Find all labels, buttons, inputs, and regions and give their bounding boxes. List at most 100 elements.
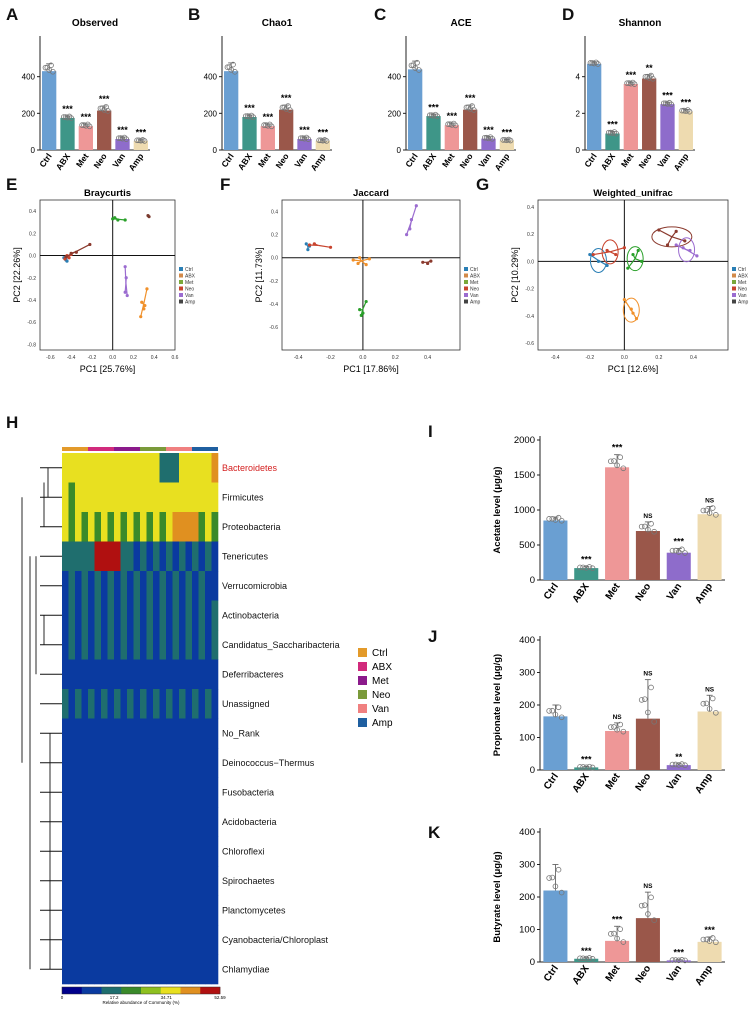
data-point — [713, 939, 719, 946]
data-point — [614, 462, 620, 469]
data-point — [279, 104, 286, 111]
y-tick-label: 100 — [519, 733, 535, 744]
heatmap-cell — [140, 718, 147, 749]
heatmap-cell — [114, 807, 121, 837]
x-tick-label-Met: Met — [619, 151, 636, 169]
y-tick-label: 0.4 — [271, 210, 278, 216]
data-point — [305, 136, 312, 142]
heatmap-cell — [192, 895, 199, 926]
heatmap-cell — [211, 748, 219, 778]
heatmap-cell — [179, 453, 186, 483]
x-tick-label-Amp: Amp — [693, 771, 715, 796]
data-point — [465, 104, 472, 111]
heatmap-cell — [146, 571, 154, 601]
bar-chart-I: Acetate level (μg/g) 0 500 1000 1500 2000 Ctrl… — [492, 435, 725, 606]
x-tick-label-Van: Van — [665, 963, 684, 984]
heatmap-cell — [179, 512, 186, 542]
bar-Neo — [635, 918, 660, 962]
data-point — [452, 122, 459, 129]
data-point — [700, 700, 707, 707]
y-tick-label: -0.2 — [27, 276, 36, 282]
significance-label: *** — [483, 125, 494, 135]
colorbar-segment — [121, 987, 142, 994]
data-point — [577, 955, 583, 962]
heatmap-cell — [107, 571, 115, 601]
x-tick-label-Ctrl: Ctrl — [542, 771, 561, 792]
heatmap-cell — [81, 453, 89, 483]
x-tick-label: -0.4 — [551, 355, 560, 361]
group-bar-Van — [166, 447, 192, 451]
data-point — [586, 564, 593, 570]
significance-label: NS — [613, 714, 623, 721]
heatmap-cell — [101, 748, 108, 778]
point-Amp — [356, 261, 360, 266]
heatmap-cell — [120, 925, 128, 955]
point-Ctrl — [304, 242, 308, 246]
data-point — [642, 73, 649, 80]
bar-Neo — [463, 109, 478, 150]
bar-Met — [78, 126, 93, 150]
heatmap-cell — [81, 954, 89, 985]
legend-swatch — [732, 293, 736, 297]
heatmap-cell — [205, 453, 212, 483]
data-point — [558, 889, 565, 896]
heatmap-cell — [185, 777, 193, 808]
group-legend-label-ABX: ABX — [372, 662, 392, 673]
spider-line — [671, 236, 685, 242]
pcoa-G: Weighted_unifrac -0.4 -0.2 0.0 0.2 0.4 -0.6 -0.… — [510, 188, 749, 374]
data-point — [281, 104, 288, 111]
bar-Met — [605, 731, 630, 770]
heatmap-cell — [68, 895, 76, 926]
heatmap-cell — [198, 600, 206, 631]
data-point — [682, 957, 688, 964]
legend-swatch — [464, 286, 468, 291]
heatmap-cell — [211, 512, 219, 542]
heatmap-cell — [159, 482, 167, 513]
data-point — [651, 528, 657, 535]
data-point — [414, 59, 420, 66]
row-label-Chlamydiae: Chlamydiae — [222, 964, 270, 974]
heatmap-cell — [101, 630, 108, 660]
point-ABX — [312, 242, 316, 246]
heatmap-cell — [101, 954, 108, 985]
heatmap-cell — [88, 836, 95, 867]
heatmap-cell — [75, 541, 82, 572]
heatmap-cell — [75, 895, 82, 926]
x-tick-label: 0.2 — [655, 355, 662, 361]
y-tick-label: 0.2 — [29, 231, 36, 237]
heatmap-cell — [146, 512, 154, 542]
point-ABX — [605, 248, 609, 253]
heatmap-cell — [114, 453, 121, 483]
confidence-ellipse — [678, 237, 696, 263]
heatmap-cell — [75, 600, 82, 631]
heatmap-cell — [133, 630, 141, 660]
heatmap-cell — [153, 541, 160, 572]
data-point — [68, 115, 75, 121]
data-point — [686, 108, 693, 115]
heatmap-cell — [185, 925, 193, 955]
heatmap-cell — [94, 630, 102, 660]
x-tick-label-Neo: Neo — [634, 963, 654, 985]
heatmap-cell — [166, 659, 173, 690]
heatmap-cell — [68, 777, 76, 808]
row-label-Spirochaetes: Spirochaetes — [222, 876, 275, 886]
heatmap-cell — [146, 600, 154, 631]
point-Ctrl — [588, 252, 592, 257]
heatmap-cell — [198, 925, 206, 955]
y-tick-label: 0 — [31, 146, 36, 155]
point-Van — [408, 227, 412, 231]
chart-title: Weighted_unifrac — [593, 188, 673, 199]
heatmap-cell — [68, 482, 76, 513]
point-Amp — [143, 303, 147, 308]
data-point — [303, 134, 310, 141]
bar-Neo — [635, 718, 660, 770]
heatmap-cell — [107, 895, 115, 926]
heatmap-cell — [120, 895, 128, 926]
point-Amp — [622, 297, 626, 302]
heatmap-cell — [88, 659, 95, 690]
heatmap-cell — [166, 512, 173, 542]
heatmap-cell — [68, 541, 76, 572]
heatmap-cell — [205, 866, 212, 896]
y-axis-label: PC2 [22.26%] — [12, 247, 22, 303]
